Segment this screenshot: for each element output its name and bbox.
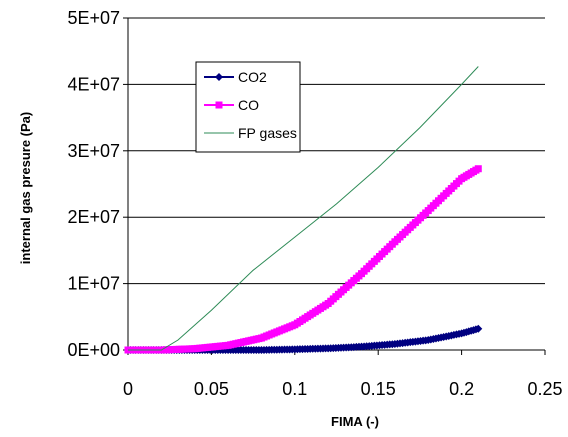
- x-tick-label-5: 0.25: [527, 379, 562, 399]
- x-tick-label-4: 0.2: [449, 379, 474, 399]
- series-line-2: [128, 66, 479, 351]
- legend-label-1: CO: [238, 97, 259, 113]
- x-tick-label-0: 0: [123, 379, 133, 399]
- legend-item-0: CO2: [204, 69, 267, 85]
- series-0-point-137: [474, 324, 483, 333]
- y-axis-title: internal gas presure (Pa): [18, 112, 33, 264]
- x-axis-title: FIMA (-): [331, 414, 379, 429]
- x-tick-label-2: 0.1: [282, 379, 307, 399]
- legend-item-2: FP gases: [204, 125, 297, 141]
- x-tick-label-3: 0.15: [361, 379, 396, 399]
- series-1-point-137: [474, 165, 482, 173]
- legend-marker-0: [215, 73, 223, 81]
- y-tick-labels: 0E+00 1E+07 2E+07 3E+07 4E+07 5E+07: [67, 8, 120, 360]
- legend-label-0: CO2: [238, 69, 267, 85]
- y-tick-label-1: 1E+07: [67, 274, 120, 294]
- legend: CO2 CO FP gases: [195, 61, 301, 153]
- y-tick-label-4: 4E+07: [67, 74, 120, 94]
- series-co2: [124, 324, 483, 354]
- legend-label-2: FP gases: [238, 125, 297, 141]
- x-tick-label-1: 0.05: [194, 379, 229, 399]
- y-tick-label-3: 3E+07: [67, 141, 120, 161]
- series-fp-gases: [128, 66, 479, 351]
- x-tick-labels: 0 0.05 0.1 0.15 0.2 0.25: [123, 379, 563, 399]
- legend-marker-1: [215, 101, 223, 109]
- y-tick-label-5: 5E+07: [67, 8, 120, 28]
- legend-item-1: CO: [204, 97, 259, 113]
- y-tick-label-2: 2E+07: [67, 207, 120, 227]
- y-tick-label-0: 0E+00: [67, 340, 120, 360]
- data-series: [124, 66, 483, 354]
